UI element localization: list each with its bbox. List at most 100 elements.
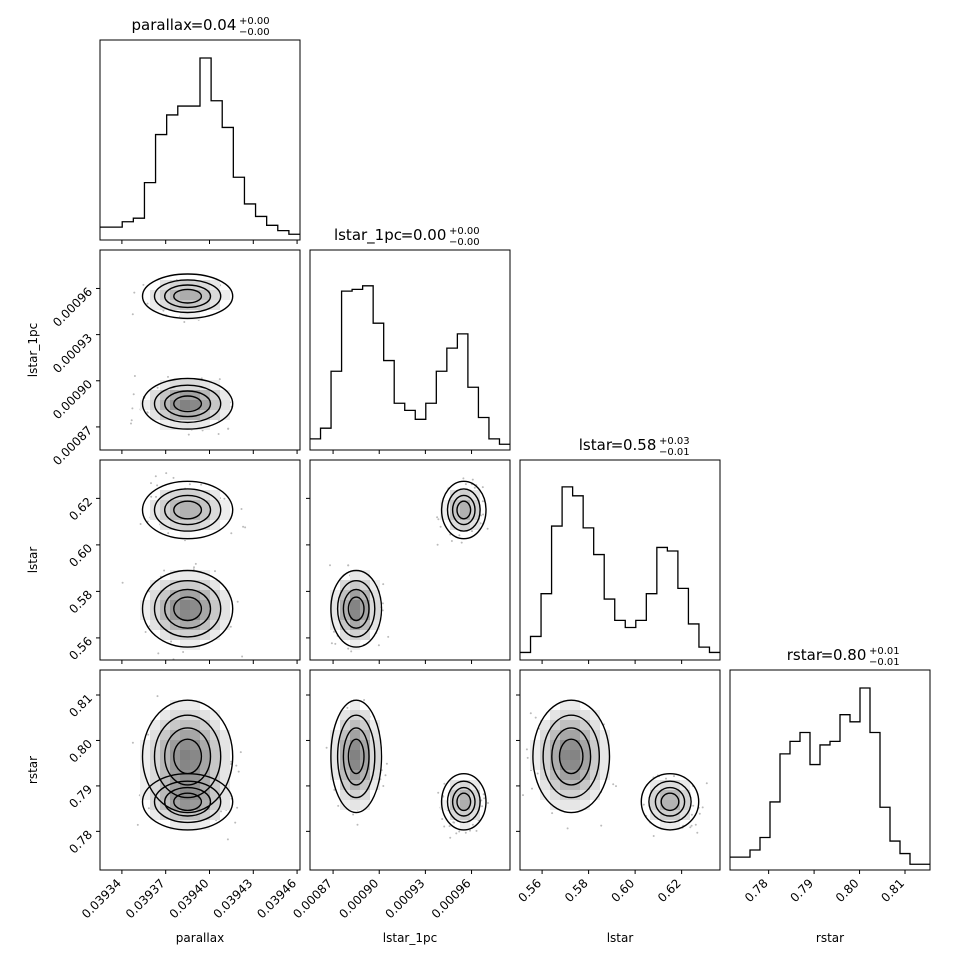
density-cell [180,620,190,630]
density-cell [160,770,170,780]
scatter-point [382,583,385,586]
density-cell [180,800,190,810]
density-cell [530,760,540,770]
scatter-point [705,782,708,785]
density-cell [210,630,220,640]
contour [542,714,601,799]
panel-frame [519,459,721,661]
density-cell [360,580,370,590]
density-cell [150,720,160,730]
density-cell [180,740,190,750]
density-cell [350,750,360,760]
scatter-point [479,522,482,525]
density-cell [180,590,190,600]
density-cell [160,720,170,730]
density-cell [200,300,210,310]
scatter-point [156,484,159,487]
scatter-point [217,433,220,435]
density-cell [210,760,220,770]
density-cell [590,760,600,770]
scatter-point [131,407,134,410]
y-tick-label: 0.00096 [50,285,95,330]
density-cell [170,380,180,390]
contour [164,588,212,629]
density-cell [370,740,380,750]
density-cell [180,820,190,830]
density-cell [180,600,190,610]
title-equals: = [821,646,834,664]
scatter-point [701,806,704,809]
density-cell [180,500,190,510]
density-cell [450,790,460,800]
density-cell [670,820,680,830]
scatter-point [690,824,693,827]
density-cell [180,810,190,820]
y-axis-label: lstar_1pc [26,323,40,377]
density-cell [550,760,560,770]
contour-lines [141,699,234,831]
scatter-point [449,836,452,839]
density-cell [180,580,190,590]
density-cell [220,800,230,810]
contour [141,377,234,430]
contour [451,786,476,817]
density-cell [660,820,670,830]
scatter-point [460,541,463,544]
density-cell [550,710,560,720]
scatter-point [157,652,160,655]
density-cell [180,700,190,710]
scatter-point [486,527,489,530]
density-cell [170,580,180,590]
density-cell [460,510,470,520]
density-cell [170,750,180,760]
density-cell [200,570,210,580]
density-cell [550,730,560,740]
density-cell [180,400,190,410]
contour [141,699,234,814]
scatter-point [665,777,667,780]
density-cell [360,740,370,750]
density-cell [550,750,560,760]
histogram-lstar_1pc [310,285,510,445]
scatter-point [482,513,485,516]
contour [173,792,203,812]
density-cell [160,610,170,620]
scatter-point [436,543,439,546]
density-cell [190,770,200,780]
density-cell [170,390,180,400]
y-axis-label: rstar [26,756,40,784]
scatter-point [144,631,147,633]
density-cell [360,710,370,720]
contour [551,727,592,786]
density-cell [340,790,350,800]
density-cell [160,710,170,720]
density-cell [450,490,460,500]
scatter-point [455,832,458,835]
density-cell [570,730,580,740]
density-cell [180,750,190,760]
histogram-lstar [520,486,720,654]
density-cell [190,750,200,760]
density-cell [330,730,340,740]
density-cell [190,630,200,640]
density-cell [330,750,340,760]
scatter-point [551,812,554,815]
scatter-point [377,644,380,647]
contour [141,480,234,540]
scatter-point [531,787,533,790]
x-tick-label: 0.79 [787,876,816,905]
scatter-point [156,386,159,389]
density-cell [350,580,360,590]
density-cell [200,730,210,740]
contour [141,773,234,831]
density-cell [210,730,220,740]
density-cell [210,580,220,590]
scatter-point [384,774,387,777]
density-cell [470,810,480,820]
density-cell [190,310,200,320]
density-cell [180,530,190,540]
scatter-point [337,804,340,807]
density-cell [350,610,360,620]
scatter-point [437,518,440,521]
scatter-point [236,806,239,809]
